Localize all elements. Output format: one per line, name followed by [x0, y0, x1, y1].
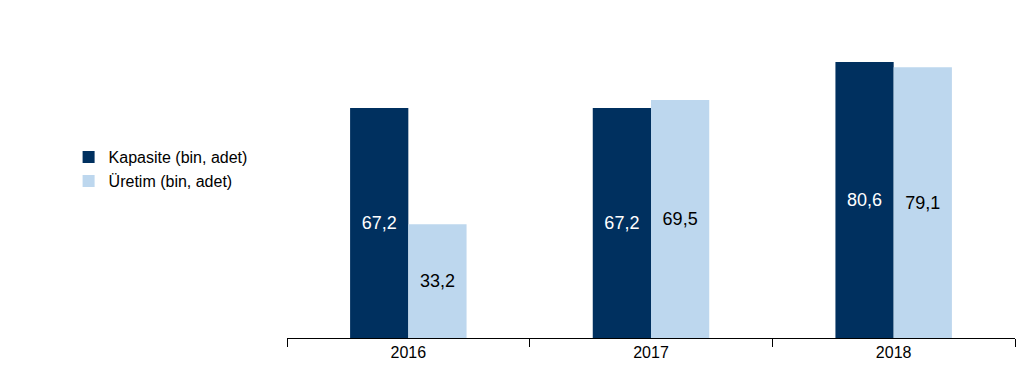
svg-text:69,5: 69,5 [663, 209, 698, 229]
svg-text:2018: 2018 [876, 344, 912, 361]
svg-text:2017: 2017 [633, 344, 669, 361]
svg-text:67,2: 67,2 [604, 213, 639, 233]
svg-text:79,1: 79,1 [905, 193, 940, 213]
svg-text:33,2: 33,2 [420, 271, 455, 291]
svg-text:67,2: 67,2 [362, 213, 397, 233]
svg-text:80,6: 80,6 [847, 190, 882, 210]
svg-text:Kapasite (bin, adet): Kapasite (bin, adet) [109, 149, 248, 166]
svg-text:2016: 2016 [391, 344, 427, 361]
svg-text:Üretim (bin, adet): Üretim (bin, adet) [109, 173, 233, 190]
